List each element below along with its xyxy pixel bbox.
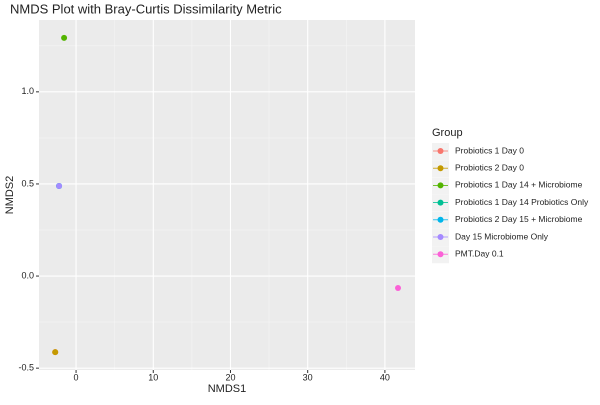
x-tick-label: 30 <box>303 372 313 382</box>
legend-dot <box>437 234 444 240</box>
point <box>61 34 68 41</box>
point <box>56 182 63 189</box>
y-tick-label: 0.5 <box>21 178 34 188</box>
legend-dot <box>437 199 444 206</box>
legend-dot <box>437 251 444 258</box>
x-axis-label: NMDS1 <box>208 383 247 395</box>
y-tick-label: 0.0 <box>21 270 34 280</box>
panel <box>39 20 415 370</box>
legend-label: Probiotics 2 Day 0 <box>455 162 524 172</box>
legend-label: Probiotics 1 Day 0 <box>455 145 524 155</box>
legend-label: PMT.Day 0.1 <box>455 248 504 258</box>
legend-label: Day 15 Microbiome Only <box>455 231 549 241</box>
point <box>52 349 59 356</box>
chart-title: NMDS Plot with Bray-Curtis Dissimilarity… <box>10 1 282 16</box>
x-tick-label: 40 <box>380 372 390 382</box>
y-tick-label: -0.5 <box>18 363 34 373</box>
legend-label: Probiotics 1 Day 14 Probiotics Only <box>455 197 589 207</box>
x-tick-label: 20 <box>225 372 235 382</box>
legend-label: Probiotics 2 Day 15 + Microbiome <box>455 214 583 224</box>
legend-dot <box>437 216 444 223</box>
y-axis-label: NMDS2 <box>4 176 16 215</box>
point <box>395 285 402 292</box>
legend-title: Group <box>432 127 463 139</box>
y-tick-label: 1.0 <box>21 86 34 96</box>
x-tick-label: 0 <box>74 372 79 382</box>
x-tick-label: 10 <box>148 372 158 382</box>
legend-dot <box>437 165 444 172</box>
legend-label: Probiotics 1 Day 14 + Microbiome <box>455 180 583 190</box>
legend-dot <box>437 182 444 189</box>
legend-dot <box>437 148 444 154</box>
